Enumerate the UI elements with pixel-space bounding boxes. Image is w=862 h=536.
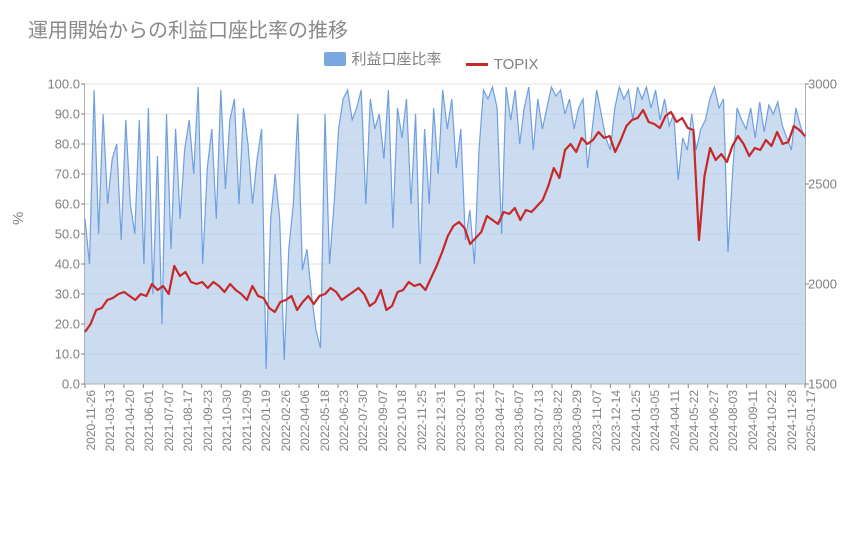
x-tick: 2024-06-27 bbox=[707, 390, 721, 451]
plot-svg bbox=[85, 84, 805, 384]
x-tick: 2021-07-07 bbox=[162, 390, 176, 451]
y-tick-right: 3000 bbox=[808, 77, 848, 92]
y-tick-left: 20.0 bbox=[40, 317, 80, 332]
y-tick-right: 2000 bbox=[808, 277, 848, 292]
x-tick: 2022-10-18 bbox=[395, 390, 409, 451]
chart-container: 運用開始からの利益口座比率の推移 利益口座比率 TOPIX % 0.0 10.0 2… bbox=[0, 0, 862, 536]
chart-title: 運用開始からの利益口座比率の推移 bbox=[28, 14, 348, 43]
legend-item-line: TOPIX bbox=[466, 56, 539, 73]
legend-swatch-area bbox=[324, 52, 346, 66]
x-tick: 2021-12-09 bbox=[240, 390, 254, 451]
x-tick: 2021-04-20 bbox=[123, 390, 137, 451]
x-tick: 2023-06-07 bbox=[512, 390, 526, 451]
y-tick-left: 40.0 bbox=[40, 257, 80, 272]
x-tick: 2024-04-11 bbox=[668, 390, 682, 451]
x-tick: 2023-12-14 bbox=[609, 390, 623, 451]
y-tick-left: 70.0 bbox=[40, 167, 80, 182]
y-tick-right: 2500 bbox=[808, 177, 848, 192]
legend-line-swatch bbox=[466, 63, 488, 66]
legend-label: TOPIX bbox=[494, 56, 539, 73]
x-tick: 2024-08-03 bbox=[726, 390, 740, 451]
x-tick: 2022-01-19 bbox=[259, 390, 273, 451]
chart-legend: 利益口座比率 TOPIX bbox=[0, 48, 862, 73]
x-tick: 2025-01-17 bbox=[804, 390, 818, 451]
legend-label: 利益口座比率 bbox=[352, 48, 442, 69]
y-tick-left: 0.0 bbox=[40, 377, 80, 392]
x-tick: 2022-06-23 bbox=[337, 390, 351, 451]
x-tick: 2023-03-21 bbox=[473, 390, 487, 451]
x-tick: 2023-08-22 bbox=[551, 390, 565, 451]
y-tick-left: 100.0 bbox=[40, 77, 80, 92]
x-tick: 2024-10-22 bbox=[765, 390, 779, 451]
x-tick: 2023-07-13 bbox=[532, 390, 546, 451]
x-tick: 2024-05-22 bbox=[687, 390, 701, 451]
x-tick: 2023-11-07 bbox=[590, 390, 604, 451]
x-tick: 2022-04-06 bbox=[298, 390, 312, 451]
y-tick-left: 30.0 bbox=[40, 287, 80, 302]
x-tick: 2022-09-07 bbox=[376, 390, 390, 451]
y-tick-left: 60.0 bbox=[40, 197, 80, 212]
x-tick: 2021-03-13 bbox=[103, 390, 117, 451]
y-tick-left: 80.0 bbox=[40, 137, 80, 152]
x-tick: 2021-09-23 bbox=[201, 390, 215, 451]
x-tick: 2022-05-18 bbox=[318, 390, 332, 451]
x-tick: 2022-11-25 bbox=[415, 390, 429, 451]
y-axis-left-label: % bbox=[10, 212, 27, 225]
x-tick: 2022-07-30 bbox=[356, 390, 370, 451]
x-tick: 2024-03-05 bbox=[648, 390, 662, 451]
y-tick-left: 10.0 bbox=[40, 347, 80, 362]
x-tick: 2020-11-26 bbox=[84, 390, 98, 451]
x-tick: 2023-02-10 bbox=[454, 390, 468, 451]
x-tick: 2021-08-17 bbox=[181, 390, 195, 451]
x-tick: 2021-10-30 bbox=[220, 390, 234, 451]
x-tick: 2022-12-31 bbox=[434, 390, 448, 451]
x-tick: 2021-06-01 bbox=[142, 390, 156, 451]
y-tick-left: 50.0 bbox=[40, 227, 80, 242]
x-tick: 2024-01-25 bbox=[629, 390, 643, 451]
x-tick: 2024-11-28 bbox=[785, 390, 799, 451]
x-tick: 2024-09-11 bbox=[746, 390, 760, 451]
legend-item-area: 利益口座比率 bbox=[324, 48, 442, 69]
plot-area bbox=[84, 84, 806, 384]
x-tick: 2022-02-26 bbox=[279, 390, 293, 451]
x-tick: 2023-04-27 bbox=[493, 390, 507, 451]
x-tick: 2003-09-29 bbox=[570, 390, 584, 451]
y-tick-left: 90.0 bbox=[40, 107, 80, 122]
